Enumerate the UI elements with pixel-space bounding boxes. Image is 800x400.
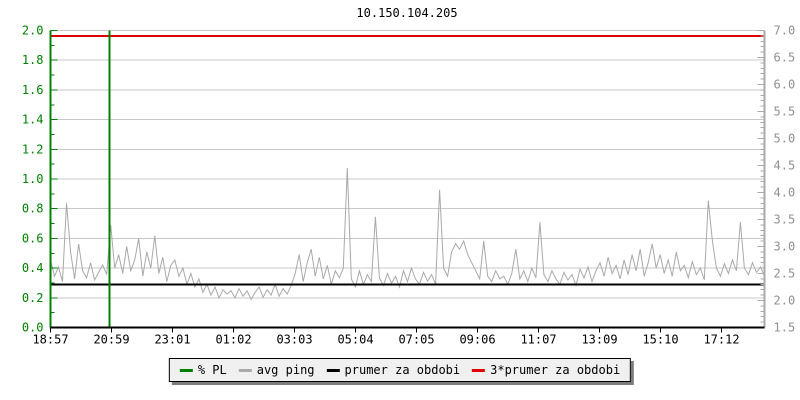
legend-label-avg-ping: avg ping: [256, 363, 315, 377]
avg-ping-series: [50, 168, 765, 301]
legend-item-avg-ping: avg ping: [238, 363, 315, 377]
right-axis-label: 4.5: [774, 159, 796, 173]
right-axis-label: 2.0: [774, 294, 796, 308]
left-axis-label: 0.6: [22, 231, 44, 245]
legend-item-period-average: prumer za obdobi: [326, 363, 461, 377]
x-axis-label: 18:57: [32, 333, 68, 347]
avg-ping-swatch-icon: [238, 368, 252, 372]
x-axis-label: 20:59: [93, 333, 129, 347]
right-axis-label: 5.0: [774, 132, 796, 146]
left-axis-label: 1.6: [22, 83, 44, 97]
right-axis-label: 1.5: [774, 321, 796, 335]
legend-label-triple-average: 3*prumer za obdobi: [490, 363, 621, 377]
legend-item-pl: % PL: [179, 363, 227, 377]
x-axis-label: 07:05: [398, 333, 434, 347]
left-axis-label: 2.0: [22, 24, 44, 38]
right-axis-label: 2.5: [774, 267, 796, 281]
left-axis-label: 1.2: [22, 142, 44, 156]
right-axis-label: 7.0: [774, 24, 796, 38]
legend-label-pl: % PL: [197, 363, 227, 377]
left-axis-label: 1.4: [22, 113, 44, 127]
page-title: 10.150.104.205: [356, 6, 458, 20]
x-axis-label: 01:02: [215, 333, 251, 347]
left-axis-label: 0.2: [22, 291, 44, 305]
left-axis-label: 0.8: [22, 202, 44, 216]
right-axis-label: 6.5: [774, 51, 796, 65]
right-axis-label: 3.5: [774, 213, 796, 227]
x-axis-label: 17:12: [703, 333, 739, 347]
period-average-swatch-icon: [326, 368, 340, 372]
x-axis-label: 23:01: [154, 333, 190, 347]
left-axis-label: 1.8: [22, 53, 44, 67]
x-axis-label: 03:03: [276, 333, 312, 347]
legend-label-period-average: prumer za obdobi: [344, 363, 461, 377]
x-axis-label: 13:09: [581, 333, 617, 347]
left-axis-label: 0.0: [22, 321, 44, 335]
right-axis-label: 4.0: [774, 186, 796, 200]
left-axis-label: 1.0: [22, 172, 44, 186]
left-axis-label: 0.4: [22, 261, 44, 275]
x-axis-label: 09:06: [459, 333, 495, 347]
triple-average-swatch-icon: [472, 368, 486, 372]
right-axis-label: 6.0: [774, 78, 796, 92]
x-axis-label: 11:07: [520, 333, 556, 347]
right-axis-label: 3.0: [774, 240, 796, 254]
x-axis-label: 05:04: [337, 333, 373, 347]
chart-legend: % PL avg ping prumer za obdobi 3*prumer …: [168, 358, 632, 382]
x-axis-label: 15:10: [642, 333, 678, 347]
right-axis-label: 5.5: [774, 105, 796, 119]
legend-item-triple-average: 3*prumer za obdobi: [472, 363, 620, 377]
pl-swatch-icon: [179, 368, 193, 372]
